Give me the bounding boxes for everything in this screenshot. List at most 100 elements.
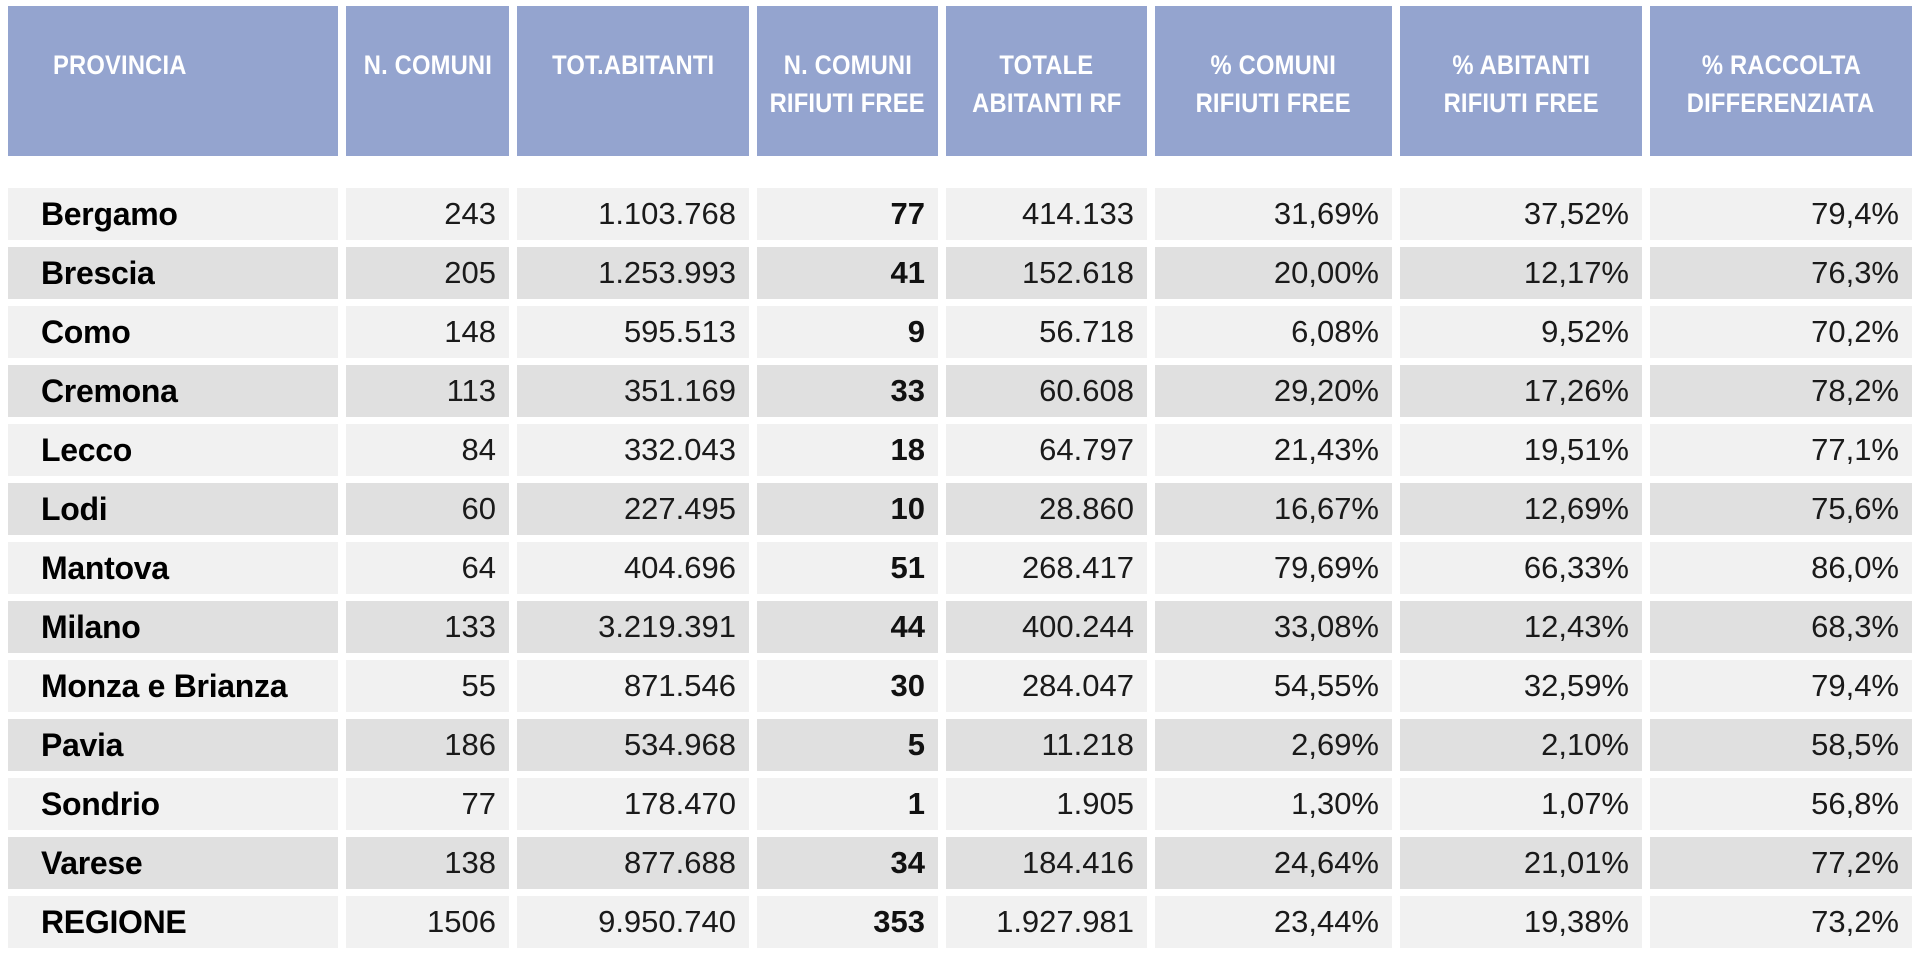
cell-provincia: Sondrio	[8, 778, 338, 830]
column-header-line2: RIFIUTI FREE	[1443, 88, 1599, 118]
cell-pct-raccolta-differenziata: 79,4%	[1650, 660, 1912, 712]
column-header-line2: ABITANTI RF	[971, 88, 1122, 118]
column-header-line1: TOT.ABITANTI	[551, 50, 715, 80]
cell-n-comuni: 205	[346, 247, 509, 299]
cell-totale-abitanti-rf: 11.218	[946, 719, 1147, 771]
cell-n-comuni: 64	[346, 542, 509, 594]
column-header-line2: DIFFERENZIATA	[1687, 88, 1875, 118]
cell-n-comuni-rifiuti-free: 10	[757, 483, 938, 535]
cell-pct-comuni-rifiuti-free: 6,08%	[1155, 306, 1392, 358]
column-header-n-comuni-rifiuti-free: N. COMUNI RIFIUTI FREE	[757, 6, 938, 156]
table-row-milano: Milano 133 3.219.391 44 400.244 33,08% 12,43% 6…	[0, 601, 1920, 653]
cell-totale-abitanti-rf: 400.244	[946, 601, 1147, 653]
cell-tot-abitanti: 871.546	[517, 660, 749, 712]
table-row-lodi: Lodi 60 227.495 10 28.860 16,67% 12,69% 75,6%	[0, 483, 1920, 535]
cell-tot-abitanti: 595.513	[517, 306, 749, 358]
cell-pct-raccolta-differenziata: 77,1%	[1650, 424, 1912, 476]
cell-n-comuni-rifiuti-free: 34	[757, 837, 938, 889]
cell-n-comuni-rifiuti-free: 18	[757, 424, 938, 476]
cell-n-comuni: 186	[346, 719, 509, 771]
cell-n-comuni: 1506	[346, 896, 509, 948]
cell-pct-abitanti-rifiuti-free: 1,07%	[1400, 778, 1642, 830]
table-row-cremona: Cremona 113 351.169 33 60.608 29,20% 17,26% 78,…	[0, 365, 1920, 417]
cell-provincia: Varese	[8, 837, 338, 889]
cell-tot-abitanti: 404.696	[517, 542, 749, 594]
cell-provincia: Pavia	[8, 719, 338, 771]
cell-pct-raccolta-differenziata: 70,2%	[1650, 306, 1912, 358]
table-header-row: PROVINCIA N. COMUNI TOT.ABITANTI N. COMUNI R…	[0, 6, 1920, 156]
column-header-totale-abitanti-rf: TOTALE ABITANTI RF	[946, 6, 1147, 156]
cell-provincia: Brescia	[8, 247, 338, 299]
cell-totale-abitanti-rf: 1.927.981	[946, 896, 1147, 948]
table-row-lecco: Lecco 84 332.043 18 64.797 21,43% 19,51% 77,1%	[0, 424, 1920, 476]
cell-n-comuni-rifiuti-free: 1	[757, 778, 938, 830]
cell-totale-abitanti-rf: 152.618	[946, 247, 1147, 299]
cell-provincia: Monza e Brianza	[8, 660, 338, 712]
cell-n-comuni: 84	[346, 424, 509, 476]
cell-provincia: Lodi	[8, 483, 338, 535]
cell-n-comuni: 55	[346, 660, 509, 712]
cell-n-comuni-rifiuti-free: 33	[757, 365, 938, 417]
cell-pct-raccolta-differenziata: 79,4%	[1650, 188, 1912, 240]
cell-pct-comuni-rifiuti-free: 54,55%	[1155, 660, 1392, 712]
table-row-mantova: Mantova 64 404.696 51 268.417 79,69% 66,33% 86,…	[0, 542, 1920, 594]
cell-pct-comuni-rifiuti-free: 23,44%	[1155, 896, 1392, 948]
cell-totale-abitanti-rf: 268.417	[946, 542, 1147, 594]
cell-pct-abitanti-rifiuti-free: 12,69%	[1400, 483, 1642, 535]
cell-pct-abitanti-rifiuti-free: 19,51%	[1400, 424, 1642, 476]
cell-pct-raccolta-differenziata: 73,2%	[1650, 896, 1912, 948]
cell-pct-abitanti-rifiuti-free: 12,17%	[1400, 247, 1642, 299]
cell-tot-abitanti: 3.219.391	[517, 601, 749, 653]
cell-n-comuni-rifiuti-free: 51	[757, 542, 938, 594]
cell-n-comuni: 148	[346, 306, 509, 358]
column-header-line1: N. COMUNI	[363, 50, 492, 80]
cell-n-comuni: 133	[346, 601, 509, 653]
cell-n-comuni: 60	[346, 483, 509, 535]
column-header-line1: TOTALE	[999, 50, 1094, 80]
cell-pct-comuni-rifiuti-free: 24,64%	[1155, 837, 1392, 889]
cell-provincia: Como	[8, 306, 338, 358]
cell-provincia: Cremona	[8, 365, 338, 417]
cell-pct-comuni-rifiuti-free: 20,00%	[1155, 247, 1392, 299]
cell-pct-raccolta-differenziata: 78,2%	[1650, 365, 1912, 417]
cell-totale-abitanti-rf: 1.905	[946, 778, 1147, 830]
cell-pct-raccolta-differenziata: 75,6%	[1650, 483, 1912, 535]
cell-pct-abitanti-rifiuti-free: 66,33%	[1400, 542, 1642, 594]
cell-pct-comuni-rifiuti-free: 1,30%	[1155, 778, 1392, 830]
table-row-brescia: Brescia 205 1.253.993 41 152.618 20,00% 12,17%…	[0, 247, 1920, 299]
cell-pct-comuni-rifiuti-free: 2,69%	[1155, 719, 1392, 771]
cell-pct-abitanti-rifiuti-free: 37,52%	[1400, 188, 1642, 240]
cell-pct-abitanti-rifiuti-free: 17,26%	[1400, 365, 1642, 417]
column-header-provincia: PROVINCIA	[8, 6, 338, 156]
cell-totale-abitanti-rf: 64.797	[946, 424, 1147, 476]
cell-tot-abitanti: 332.043	[517, 424, 749, 476]
cell-tot-abitanti: 9.950.740	[517, 896, 749, 948]
column-header-line2: RIFIUTI FREE	[769, 88, 926, 118]
table-row-varese: Varese 138 877.688 34 184.416 24,64% 21,01% 77,…	[0, 837, 1920, 889]
cell-tot-abitanti: 178.470	[517, 778, 749, 830]
cell-pct-comuni-rifiuti-free: 79,69%	[1155, 542, 1392, 594]
cell-pct-comuni-rifiuti-free: 31,69%	[1155, 188, 1392, 240]
column-header-pct-raccolta-differenziata: % RACCOLTA DIFFERENZIATA	[1650, 6, 1912, 156]
cell-tot-abitanti: 351.169	[517, 365, 749, 417]
cell-pct-abitanti-rifiuti-free: 9,52%	[1400, 306, 1642, 358]
cell-n-comuni-rifiuti-free: 41	[757, 247, 938, 299]
cell-n-comuni-rifiuti-free: 353	[757, 896, 938, 948]
cell-provincia: Milano	[8, 601, 338, 653]
table-row-regione: REGIONE 1506 9.950.740 353 1.927.981 23,44% 19…	[0, 896, 1920, 948]
table-body: Bergamo 243 1.103.768 77 414.133 31,69% 37,52%…	[0, 188, 1920, 948]
cell-totale-abitanti-rf: 60.608	[946, 365, 1147, 417]
cell-tot-abitanti: 227.495	[517, 483, 749, 535]
column-header-line1: % RACCOLTA	[1701, 50, 1861, 80]
column-header-n-comuni: N. COMUNI	[346, 6, 509, 156]
cell-pct-comuni-rifiuti-free: 16,67%	[1155, 483, 1392, 535]
column-header-pct-comuni-rifiuti-free: % COMUNI RIFIUTI FREE	[1155, 6, 1392, 156]
cell-n-comuni-rifiuti-free: 9	[757, 306, 938, 358]
cell-totale-abitanti-rf: 184.416	[946, 837, 1147, 889]
cell-pct-abitanti-rifiuti-free: 21,01%	[1400, 837, 1642, 889]
cell-tot-abitanti: 534.968	[517, 719, 749, 771]
cell-n-comuni-rifiuti-free: 30	[757, 660, 938, 712]
cell-pct-abitanti-rifiuti-free: 2,10%	[1400, 719, 1642, 771]
cell-pct-raccolta-differenziata: 56,8%	[1650, 778, 1912, 830]
cell-totale-abitanti-rf: 56.718	[946, 306, 1147, 358]
